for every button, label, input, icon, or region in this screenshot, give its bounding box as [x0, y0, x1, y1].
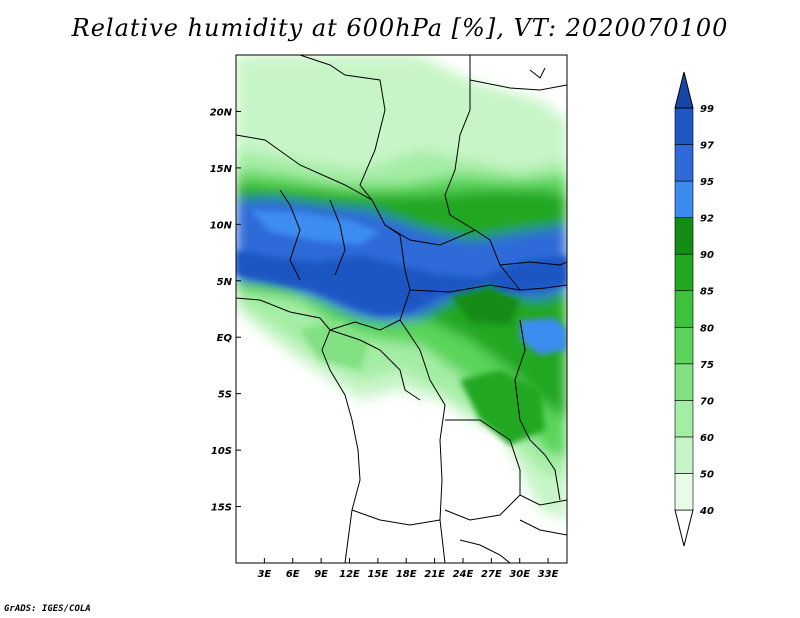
- rh-95-patch-east: [520, 318, 567, 355]
- colorbar-bin: [674, 509, 694, 547]
- colorbar-bin: [674, 71, 694, 109]
- lat-tick-label: 5S: [218, 390, 232, 401]
- lon-tick-label: 6E: [286, 569, 300, 580]
- rh-97-plus-core: [236, 250, 567, 316]
- colorbar-bin: [674, 217, 694, 255]
- lon-tick-label: 27E: [481, 569, 502, 580]
- colorbar-level-label: 60: [700, 433, 714, 444]
- colorbar-level-label: 40: [699, 506, 714, 517]
- boundaries: [236, 55, 567, 563]
- lon-tick-label: 9E: [314, 569, 328, 580]
- colorbar-level-label: 70: [700, 396, 714, 407]
- colorbar-bin: [674, 363, 694, 401]
- lon-tick-label: 33E: [538, 569, 559, 580]
- lon-tick-label: 18E: [396, 569, 417, 580]
- lon-tick-label: 3E: [257, 569, 271, 580]
- lon-tick-label: 15E: [367, 569, 388, 580]
- colorbar: 40 50 60 70 75 80 85 90 92 95 97 99: [674, 71, 714, 547]
- colorbar-level-label: 75: [700, 360, 714, 371]
- lat-tick-label: 15N: [210, 164, 233, 175]
- lat-tick-label: 15S: [211, 503, 232, 514]
- colorbar-level-label: 92: [700, 214, 714, 225]
- lat-tick-label: 5N: [217, 277, 233, 288]
- rh-85-patch-southeast: [460, 370, 545, 445]
- colorbar-level-label: 50: [700, 469, 714, 480]
- latitude-ticks: 20N 15N 10N 5N EQ 5S 10S 15S: [210, 107, 241, 514]
- lon-tick-label: 12E: [339, 569, 360, 580]
- lat-tick-label: 20N: [210, 107, 233, 118]
- rh-75-patch-coast: [300, 320, 370, 370]
- chart-title: Relative humidity at 600hPa [%], VT: 202…: [71, 14, 729, 42]
- credit-label: GrADS: IGES/COLA: [4, 604, 91, 614]
- lon-tick-label: 24E: [453, 569, 474, 580]
- lon-tick-label: 21E: [424, 569, 445, 580]
- rh-92-patch-east: [450, 285, 520, 325]
- colorbar-bin: [674, 436, 694, 474]
- lat-tick-label: EQ: [217, 333, 233, 344]
- colorbar-level-label: 85: [700, 287, 714, 298]
- colorbar-level-label: 99: [700, 104, 714, 115]
- colorbar-bin: [674, 473, 694, 511]
- longitude-ticks: 3E 6E 9E 12E 15E 18E 21E 24E 27E 30E 33E: [257, 558, 559, 580]
- colorbar-level-label: 97: [700, 141, 714, 152]
- colorbar-bin: [674, 107, 694, 145]
- colorbar-bin: [674, 253, 694, 292]
- colorbar-bin: [674, 180, 694, 218]
- lon-tick-label: 30E: [509, 569, 530, 580]
- colorbar-level-label: 90: [700, 250, 714, 261]
- colorbar-bin: [674, 144, 694, 182]
- colorbar-bin: [674, 290, 694, 328]
- colorbar-level-label: 80: [700, 323, 714, 334]
- colorbar-level-label: 95: [700, 177, 714, 188]
- lat-tick-label: 10S: [211, 446, 232, 457]
- colorbar-bin: [674, 326, 694, 365]
- rh-95-patch-west: [250, 210, 380, 245]
- lat-tick-label: 10N: [210, 220, 233, 231]
- colorbar-bin: [674, 400, 694, 438]
- plot-frame: [235, 54, 568, 564]
